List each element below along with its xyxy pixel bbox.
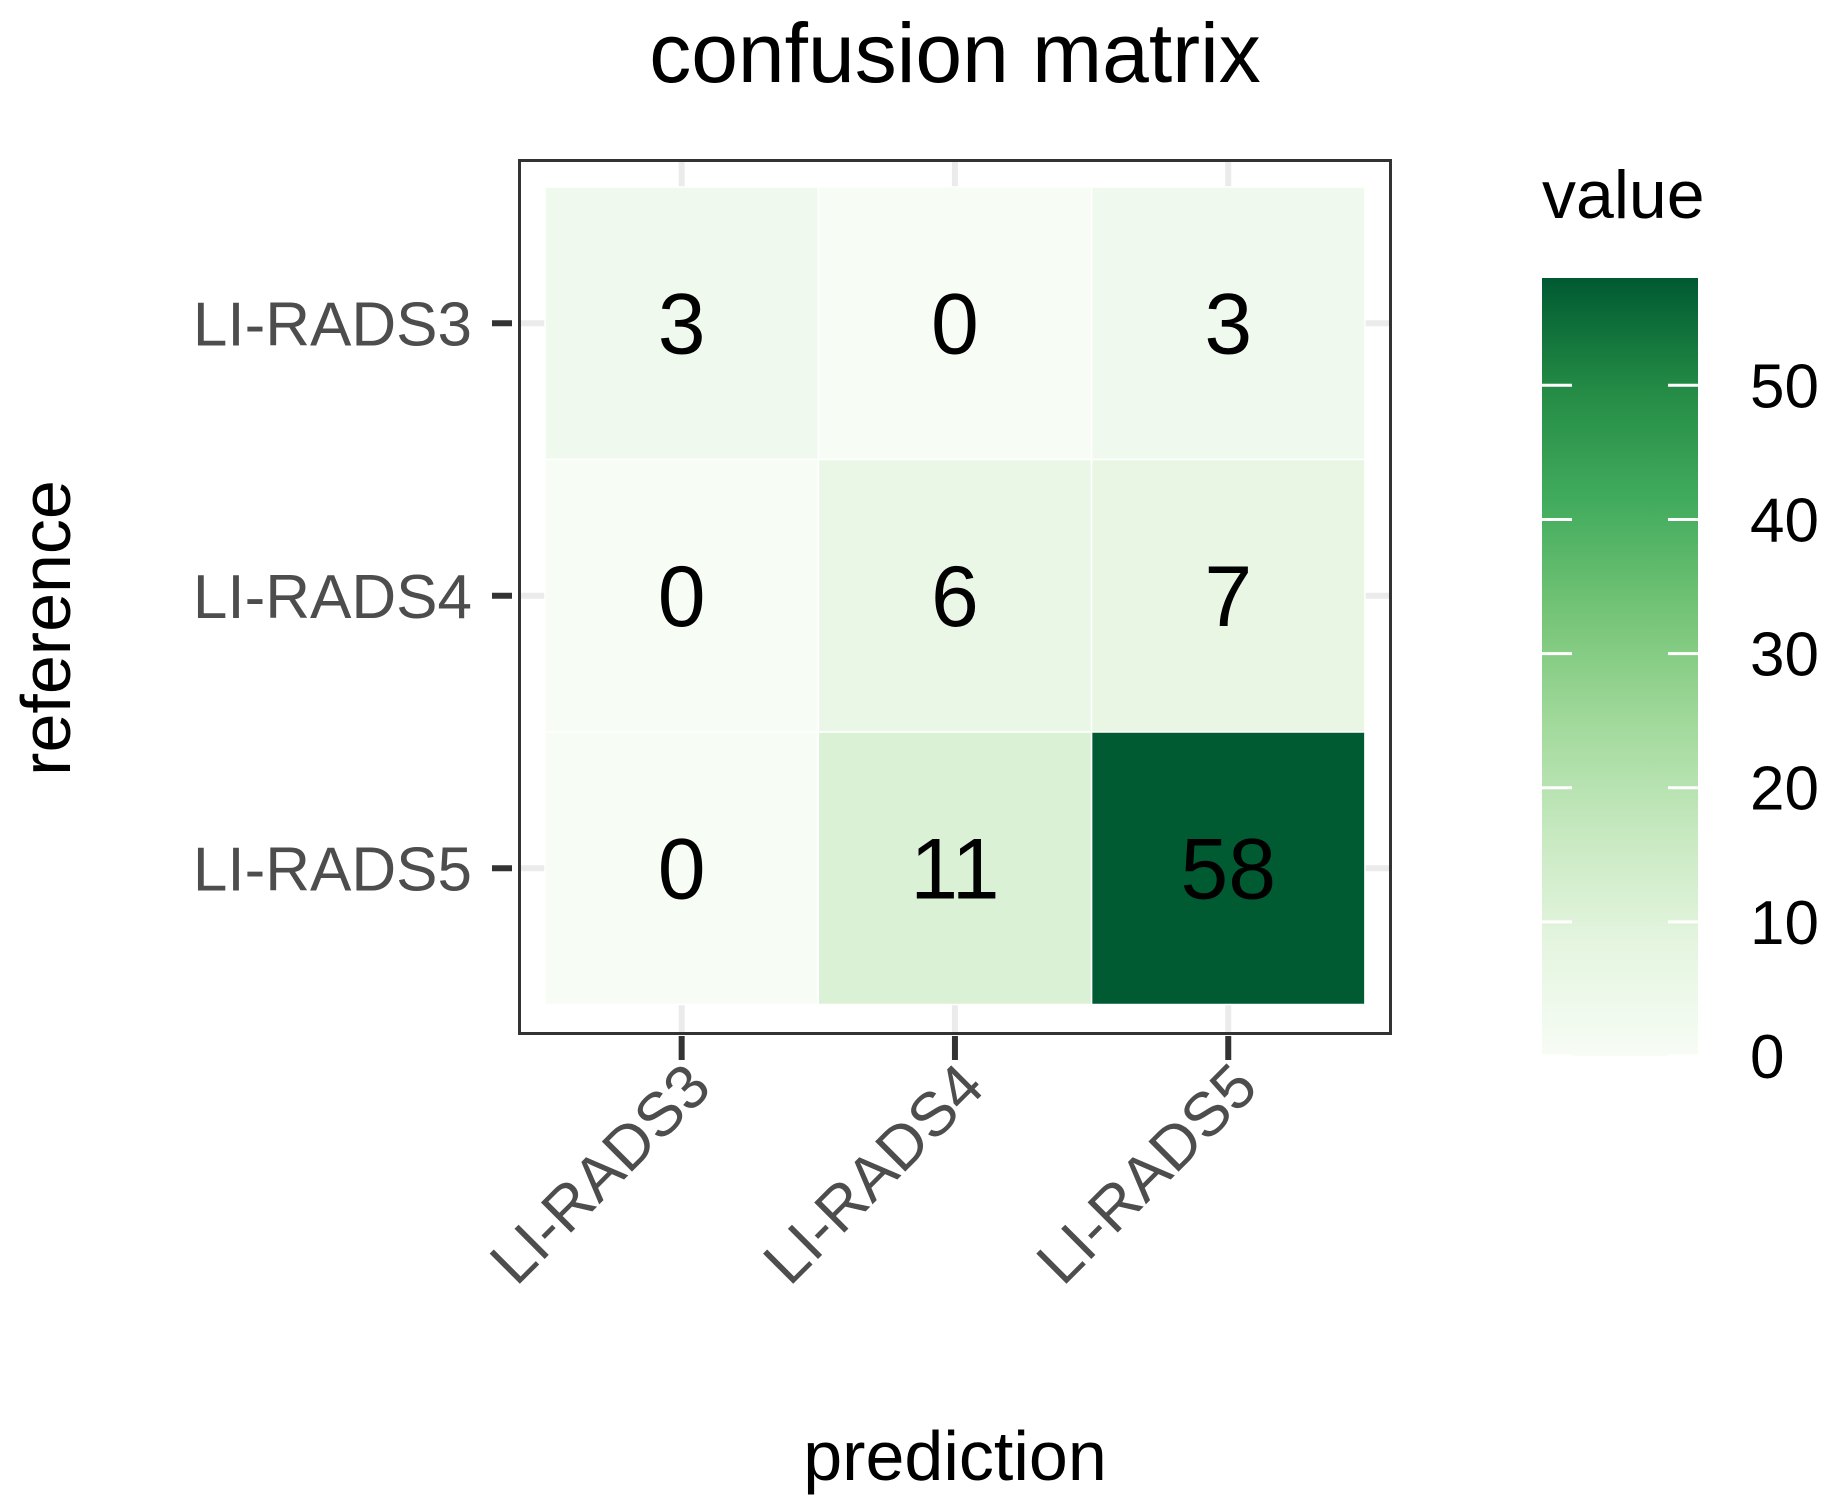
cell-value-label: 3	[658, 276, 706, 372]
y-tick-label: LI-RADS5	[193, 835, 472, 904]
y-axis: LI-RADS3 LI-RADS4 LI-RADS5	[193, 290, 512, 904]
cell-value-label: 0	[931, 276, 979, 372]
cell-value-label: 11	[910, 821, 999, 917]
x-tick-label: LI-RADS4	[751, 1051, 997, 1297]
cell-value-label: 58	[1180, 821, 1276, 917]
colorbar	[1542, 278, 1698, 1056]
x-axis: LI-RADS3 LI-RADS4 LI-RADS5	[477, 1036, 1270, 1297]
x-tick-label: LI-RADS5	[1024, 1051, 1270, 1297]
heatmap-cell	[544, 186, 820, 461]
colorbar-tick-label: 0	[1750, 1023, 1784, 1092]
y-axis-title: reference	[7, 480, 85, 776]
cell-value-label: 3	[1204, 276, 1252, 372]
colorbar-tick-label: 40	[1750, 486, 1819, 555]
heatmap-cell	[544, 458, 820, 733]
heatmap-cell	[1090, 186, 1366, 461]
heatmap-cell	[1090, 458, 1366, 733]
x-axis-title: prediction	[803, 1417, 1107, 1495]
y-tick-label: LI-RADS3	[193, 290, 472, 359]
heatmap-cell	[817, 731, 1093, 1006]
cell-value-label: 0	[658, 549, 706, 645]
cell-value-label: 0	[658, 821, 706, 917]
cell-value-label: 6	[931, 549, 979, 645]
heatmap-cell	[1090, 731, 1366, 1006]
colorbar-tick-label: 50	[1750, 352, 1819, 421]
colorbar-tick-label: 30	[1750, 621, 1819, 690]
heatmap-cell	[544, 731, 820, 1006]
heatmap-cell	[817, 458, 1093, 733]
cell-value-label: 7	[1204, 549, 1252, 645]
colorbar-tick-label: 10	[1750, 889, 1819, 958]
colorbar-tick-label: 20	[1750, 755, 1819, 824]
heatmap-cells	[544, 186, 1366, 1006]
chart-title: confusion matrix	[649, 6, 1261, 100]
colorbar-legend: value 0 10 20 30 40 50	[1542, 157, 1819, 1092]
cell-labels: 3 0 3 0 6 7 0 11 58	[658, 276, 1276, 917]
y-tick-label: LI-RADS4	[193, 563, 472, 632]
colorbar-title: value	[1542, 157, 1705, 233]
panel-border	[518, 159, 1392, 1035]
x-tick-label: LI-RADS3	[477, 1051, 723, 1297]
